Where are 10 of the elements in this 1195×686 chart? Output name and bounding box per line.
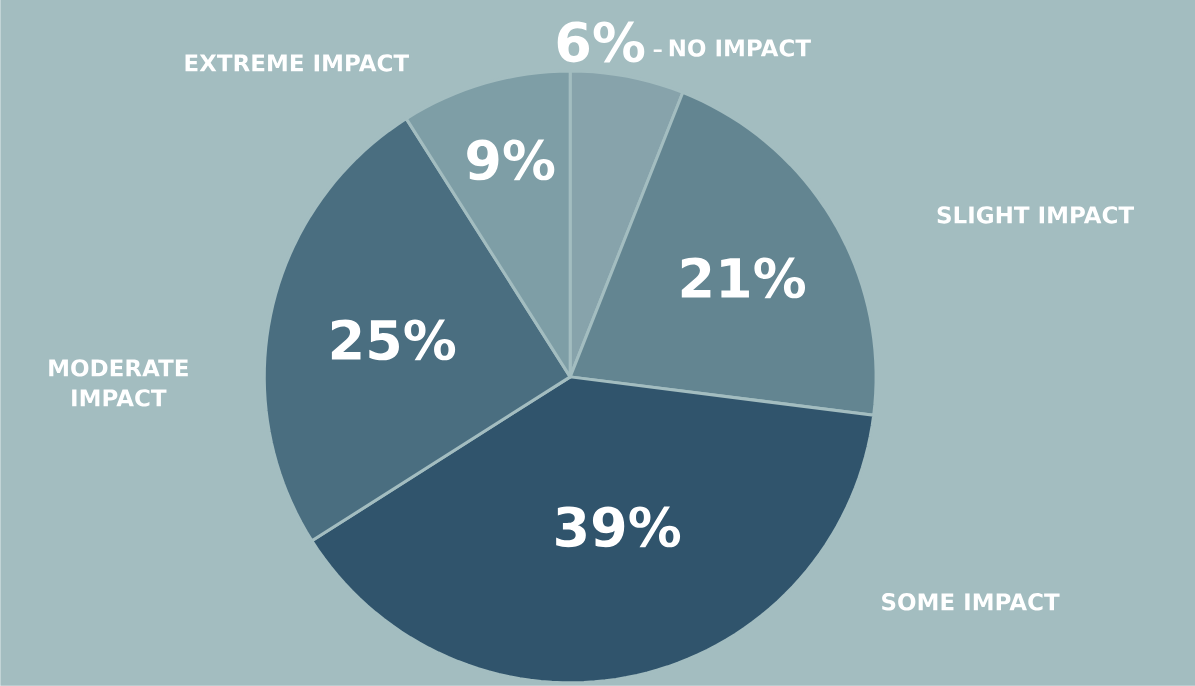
slice-label: EXTREME IMPACT	[185, 54, 409, 72]
slice-label: SOME IMPACT	[882, 593, 1060, 611]
slice-label: SLIGHT IMPACT	[937, 206, 1134, 224]
data-label: 21%	[681, 257, 806, 299]
data-label: 25%	[331, 319, 456, 361]
data-label: 9%	[467, 139, 555, 181]
slice-label: NO IMPACT	[669, 39, 811, 57]
data-label: 6%	[557, 21, 645, 63]
slice-label: MODERATE IMPACT	[49, 359, 188, 407]
data-label: 39%	[556, 506, 681, 548]
